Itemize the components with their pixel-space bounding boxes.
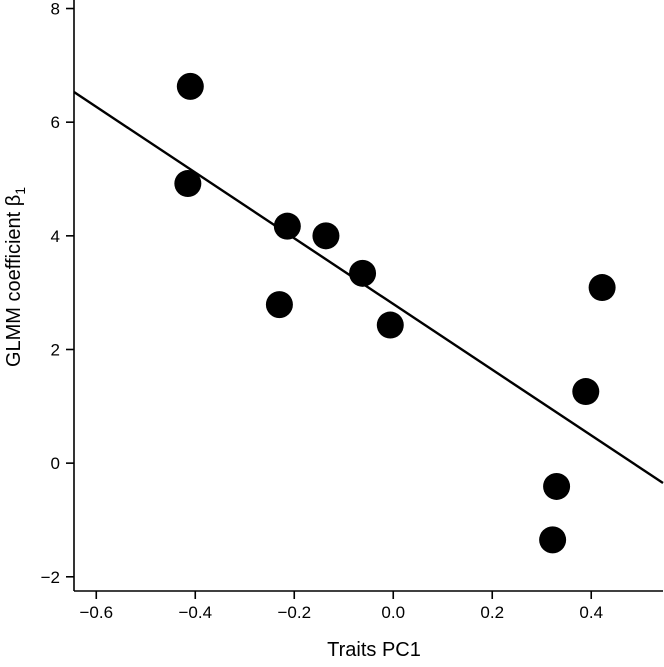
y-ticks: −2 0 2 4 6 8 — [41, 0, 74, 587]
data-point — [273, 212, 301, 240]
data-point — [572, 378, 600, 406]
data-point — [174, 170, 202, 198]
data-point — [265, 291, 293, 319]
axes — [73, 0, 663, 592]
x-tick-label: −0.6 — [79, 603, 113, 622]
y-axis-title-text: GLMM coefficient β — [3, 195, 25, 367]
y-tick-label: 4 — [51, 227, 60, 246]
x-tick-label: 0.2 — [480, 603, 504, 622]
y-tick-label: 2 — [51, 340, 60, 359]
x-tick-label: −0.4 — [178, 603, 212, 622]
x-axis-title: Traits PC1 — [327, 639, 421, 661]
data-point — [349, 259, 377, 287]
x-ticks: −0.6 −0.4 −0.2 0.0 0.2 0.4 — [79, 591, 603, 622]
y-tick-label: 0 — [51, 454, 60, 473]
x-axis-title-text: Traits PC1 — [327, 639, 421, 661]
y-axis-title: GLMM coefficient β1 — [3, 187, 28, 367]
data-point — [312, 222, 340, 250]
data-point — [539, 526, 567, 554]
x-tick-label: 0.4 — [579, 603, 603, 622]
data-point — [376, 311, 404, 339]
y-tick-label: −2 — [41, 568, 60, 587]
y-tick-label: 6 — [51, 113, 60, 132]
regression-line — [73, 91, 664, 485]
data-point — [543, 472, 571, 500]
data-point — [588, 274, 616, 302]
x-tick-label: 0.0 — [381, 603, 405, 622]
data-point — [176, 72, 204, 100]
y-tick-label: 8 — [51, 0, 60, 19]
data-points — [174, 72, 616, 554]
x-tick-label: −0.2 — [277, 603, 311, 622]
y-axis-title-subscript: 1 — [12, 187, 28, 195]
